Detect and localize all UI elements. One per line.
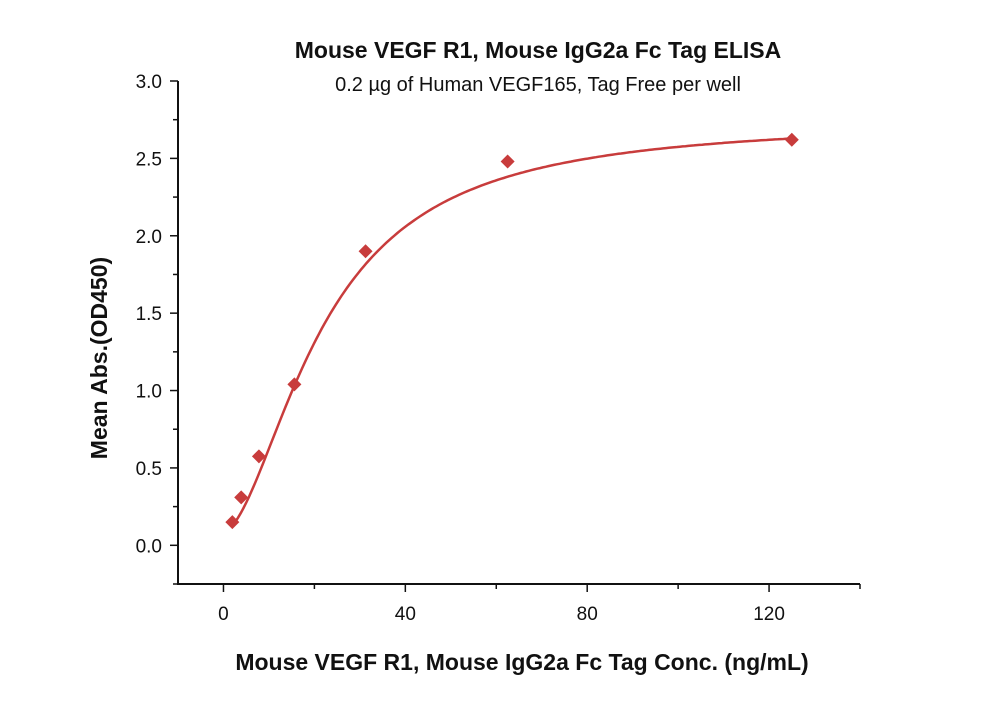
y-tick-label: 3.0 [136, 72, 162, 93]
x-tick-label: 80 [577, 604, 598, 625]
chart-subtitle: 0.2 µg of Human VEGF165, Tag Free per we… [335, 74, 741, 96]
chart-title: Mouse VEGF R1, Mouse IgG2a Fc Tag ELISA [295, 37, 782, 63]
x-tick-label: 0 [218, 604, 229, 625]
data-point [234, 490, 249, 505]
y-tick-label: 2.0 [136, 227, 162, 248]
data-point [225, 515, 240, 530]
fit-curve [231, 137, 792, 527]
x-tick-label: 120 [753, 604, 785, 625]
y-axis-label: Mean Abs.(OD450) [86, 257, 112, 459]
x-tick-label: 40 [395, 604, 416, 625]
x-axis-label: Mouse VEGF R1, Mouse IgG2a Fc Tag Conc. … [235, 649, 808, 675]
y-tick-label: 1.5 [136, 304, 162, 325]
y-tick-label: 2.5 [136, 149, 162, 170]
data-point [251, 449, 266, 464]
y-tick-label: 0.0 [136, 536, 162, 557]
data-point [358, 244, 373, 259]
data-point [287, 377, 302, 392]
data-point [784, 132, 799, 147]
y-tick-label: 0.5 [136, 459, 162, 480]
data-point [500, 154, 515, 169]
y-tick-label: 1.0 [136, 382, 162, 403]
